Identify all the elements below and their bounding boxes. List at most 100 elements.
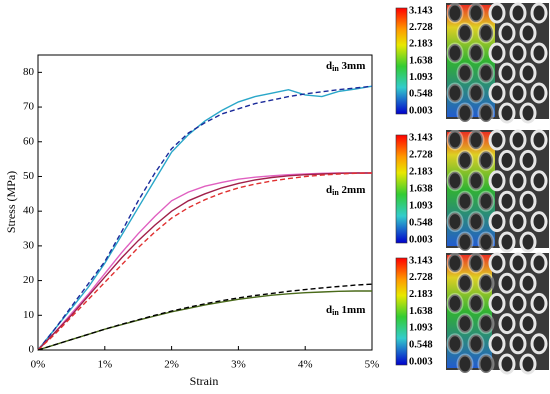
x-tick-label: 3%	[231, 359, 246, 371]
contour-panel: 3.143 2.728 2.183 1.638 1.093 0.548 0.003	[395, 252, 549, 375]
lattice-cell	[509, 2, 527, 24]
lattice-cell	[509, 292, 527, 314]
lattice-cell	[446, 211, 464, 233]
lattice-cell	[467, 333, 485, 355]
colorbar-label: 1.638	[409, 55, 433, 66]
lattice-cell	[519, 149, 537, 171]
lattice-cell	[530, 129, 548, 151]
colorbar	[395, 7, 408, 115]
lattice-cell	[467, 170, 485, 192]
lattice-cell	[509, 42, 527, 64]
lattice-cell	[519, 102, 537, 124]
lattice-cell	[530, 42, 548, 64]
annotation-sub: in	[332, 188, 339, 197]
lattice-cell	[530, 252, 548, 274]
lattice-cell	[446, 333, 464, 355]
lattice-cell	[498, 190, 516, 212]
y-tick-label: 40	[23, 205, 35, 217]
colorbar-label: 1.638	[409, 306, 433, 317]
lattice-cell	[456, 149, 474, 171]
lattice-cell	[446, 82, 464, 104]
lattice-cell	[467, 292, 485, 314]
lattice-cell	[477, 102, 495, 124]
colorbar-label: 1.638	[409, 183, 433, 194]
lattice-cell	[456, 62, 474, 84]
lattice-cell	[519, 22, 537, 44]
colorbar-label: 3.143	[409, 255, 433, 266]
series-line	[37, 85, 373, 351]
annotation-label: 2mm	[339, 184, 366, 196]
lattice-cell	[456, 231, 474, 253]
lattice-cell	[498, 22, 516, 44]
lattice-cell	[498, 231, 516, 253]
lattice-cell	[467, 129, 485, 151]
plot-frame	[37, 54, 373, 351]
lattice-cell	[446, 292, 464, 314]
lattice-cell	[530, 333, 548, 355]
lattice-cell	[477, 62, 495, 84]
lattice-cell	[498, 102, 516, 124]
y-tick-label: 50	[23, 170, 35, 182]
lattice-cell	[488, 42, 506, 64]
colorbar-label: 2.183	[409, 39, 433, 50]
lattice-cell	[488, 170, 506, 192]
x-tick-label: 5%	[365, 359, 380, 371]
lattice-cell	[488, 252, 506, 274]
lattice-cell	[530, 82, 548, 104]
lattice-cell	[509, 170, 527, 192]
y-axis-label: Stress (MPa)	[4, 171, 18, 233]
lattice-cell	[467, 42, 485, 64]
lattice-cell	[446, 170, 464, 192]
lattice-cell	[509, 252, 527, 274]
colorbar	[395, 134, 408, 244]
lattice-cell	[456, 22, 474, 44]
lattice-cell	[509, 333, 527, 355]
series-line	[37, 172, 372, 351]
lattice-cell	[519, 190, 537, 212]
colorbar-label: 2.728	[409, 22, 433, 33]
annotation-sub: in	[332, 308, 339, 317]
series-line	[37, 283, 373, 351]
lattice-cell	[519, 231, 537, 253]
lattice-cell	[477, 231, 495, 253]
lattice-cell	[509, 211, 527, 233]
colorbar-label: 2.728	[409, 272, 433, 283]
colorbar-label: 0.548	[409, 89, 433, 100]
x-tick-label: 4%	[298, 359, 313, 371]
colorbar-label: 0.548	[409, 340, 433, 351]
annotation-sub: in	[332, 64, 339, 73]
lattice-cell	[467, 2, 485, 24]
colorbar-label: 0.003	[409, 105, 433, 116]
annotation: din 2mm	[326, 184, 365, 197]
annotation-base: d	[326, 60, 332, 72]
annotation: din 1mm	[326, 304, 365, 317]
y-tick-label: 20	[23, 274, 35, 286]
lattice-cell	[509, 129, 527, 151]
y-tick-label: 60	[23, 135, 35, 147]
y-tick-label: 30	[23, 239, 35, 251]
lattice-cell	[519, 62, 537, 84]
colorbar-label: 2.183	[409, 289, 433, 300]
lattice-cell	[477, 22, 495, 44]
y-tick-label: 80	[23, 66, 35, 78]
annotation-base: d	[326, 184, 332, 196]
contour-panel: 3.143 2.728 2.183 1.638 1.093 0.548 0.003	[395, 2, 549, 124]
lattice-cell	[467, 211, 485, 233]
lattice-cell	[446, 252, 464, 274]
contour-panel: 3.143 2.728 2.183 1.638 1.093 0.548 0.003	[395, 129, 549, 253]
x-tick-label: 2%	[164, 359, 179, 371]
colorbar-label: 3.143	[409, 5, 433, 16]
lattice-cell	[456, 313, 474, 335]
colorbar	[395, 257, 408, 366]
colorbar-label: 2.183	[409, 166, 433, 177]
lattice-cell	[467, 252, 485, 274]
lattice-cell	[509, 82, 527, 104]
y-tick-label: 70	[23, 101, 35, 113]
lattice-cell	[477, 272, 495, 294]
colorbar-label: 0.003	[409, 234, 433, 245]
series-line	[37, 85, 373, 351]
x-tick-label: 0%	[31, 359, 46, 371]
colorbar-label: 0.003	[409, 356, 433, 367]
lattice-cell	[530, 211, 548, 233]
lattice-cell	[488, 82, 506, 104]
